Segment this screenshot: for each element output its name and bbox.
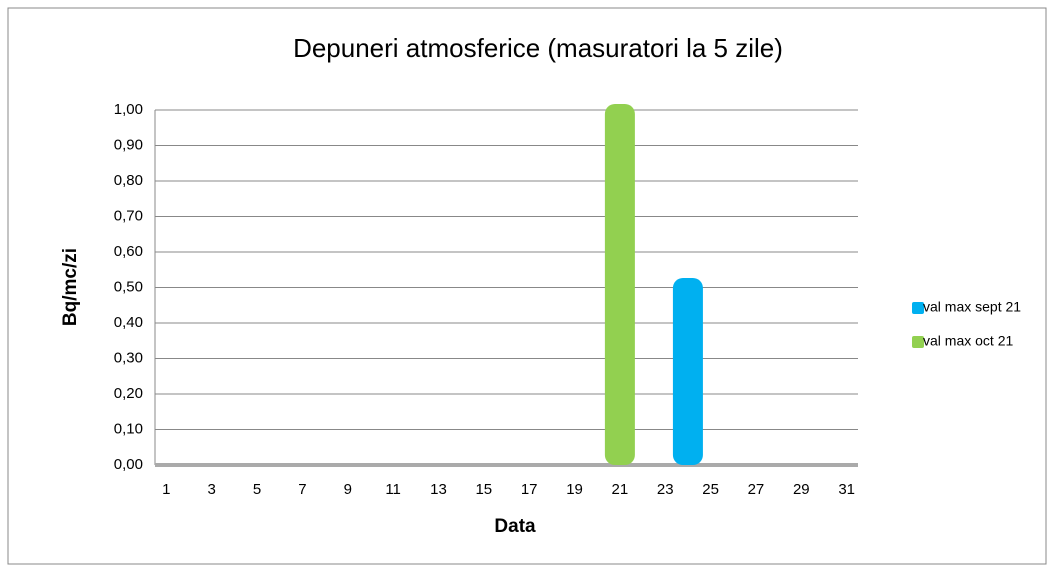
legend-label: val max oct 21 — [923, 333, 1013, 349]
x-tick-label: 25 — [702, 481, 719, 498]
y-tick-label: 0,60 — [114, 243, 143, 260]
y-tick-label: 0,40 — [114, 314, 143, 331]
x-tick-label: 7 — [298, 481, 306, 498]
x-tick-label: 21 — [612, 481, 629, 498]
legend-swatch — [912, 302, 924, 314]
y-tick-label: 0,50 — [114, 278, 143, 295]
x-tick-label: 9 — [344, 481, 352, 498]
y-tick-label: 0,70 — [114, 207, 143, 224]
y-tick-label: 1,00 — [114, 101, 143, 118]
chart-border — [7, 7, 1047, 565]
legend-label: val max sept 21 — [923, 299, 1021, 315]
x-tick-label: 3 — [208, 481, 216, 498]
x-tick-label: 31 — [838, 481, 855, 498]
x-tick-label: 15 — [475, 481, 492, 498]
x-tick-label: 27 — [748, 481, 765, 498]
x-tick-label: 1 — [162, 481, 170, 498]
x-tick-label: 29 — [793, 481, 810, 498]
x-tick-label: 17 — [521, 481, 538, 498]
chart-title: Depuneri atmosferice (masuratori la 5 zi… — [293, 33, 783, 63]
y-tick-label: 0,00 — [114, 456, 143, 473]
x-tick-label: 13 — [430, 481, 447, 498]
x-axis-label: Data — [494, 516, 536, 537]
y-tick-label: 0,10 — [114, 420, 143, 437]
bar — [672, 277, 703, 465]
legend-swatch — [912, 336, 924, 348]
y-tick-label: 0,90 — [114, 136, 143, 153]
y-tick-label: 0,80 — [114, 172, 143, 189]
y-axis-label: Bq/mc/zi — [60, 248, 81, 326]
x-tick-label: 19 — [566, 481, 583, 498]
y-tick-label: 0,20 — [114, 385, 143, 402]
x-tick-label: 5 — [253, 481, 261, 498]
y-tick-label: 0,30 — [114, 349, 143, 366]
bar — [604, 104, 635, 465]
x-tick-label: 11 — [385, 481, 401, 498]
x-axis-floor — [155, 463, 858, 467]
x-tick-label: 23 — [657, 481, 674, 498]
